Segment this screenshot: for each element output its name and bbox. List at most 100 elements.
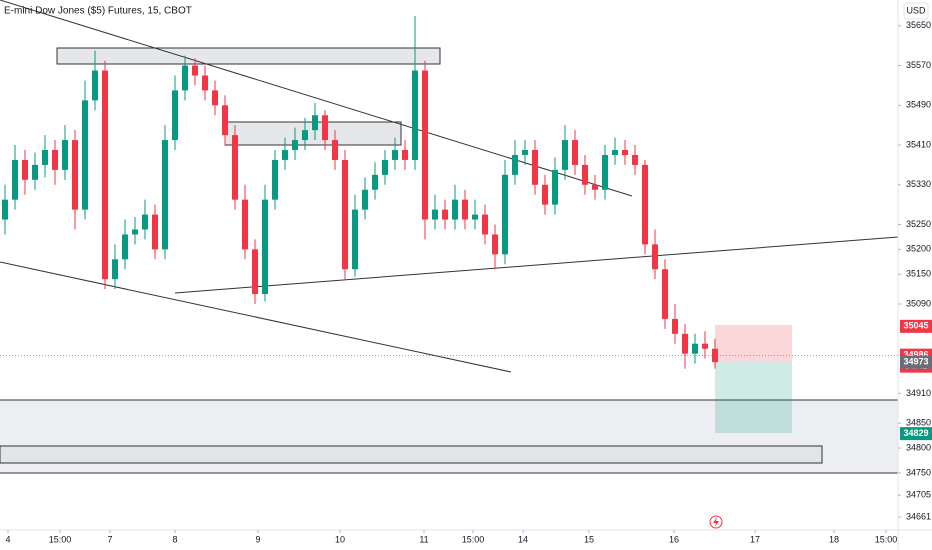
x-tick-label: 8: [172, 534, 177, 544]
y-tick-label: 34750: [906, 467, 931, 477]
currency-button[interactable]: [903, 2, 929, 20]
zone-box: [0, 445, 823, 464]
candle-body: [202, 75, 208, 91]
candle-body: [282, 150, 288, 160]
y-tick-label: 34661: [906, 511, 931, 521]
candle-body: [122, 234, 128, 260]
x-tick-label: 15:00: [49, 534, 72, 544]
candle-body: [692, 343, 698, 354]
y-tick-label: 35150: [906, 269, 931, 279]
candle-body: [232, 135, 238, 200]
candle-body: [82, 100, 88, 210]
x-tick-label: 11: [419, 534, 428, 544]
y-tick-label: 35650: [906, 20, 931, 30]
candle-body: [362, 189, 368, 210]
candle-body: [652, 244, 658, 270]
price-tag: [900, 427, 932, 441]
y-tick-label: 34705: [906, 490, 931, 500]
candle-body: [502, 174, 508, 255]
y-tick-label: 34910: [906, 388, 931, 398]
candle-body: [242, 199, 248, 250]
candle-body: [482, 214, 488, 235]
x-tick-label: 10: [335, 534, 345, 544]
candle-body: [412, 70, 418, 160]
candle-body: [92, 70, 98, 101]
candle-body: [182, 65, 188, 91]
candle-body: [372, 174, 378, 190]
x-tick-label: 16: [669, 534, 679, 544]
candle-body: [452, 199, 458, 220]
candle-body: [402, 150, 408, 160]
candle-body: [42, 150, 48, 165]
candle-body: [62, 140, 68, 170]
candle-body: [672, 318, 678, 334]
x-tick-label: 9: [255, 534, 260, 544]
candle-body: [552, 169, 558, 205]
x-tick-label: 4: [5, 534, 10, 544]
x-tick-label: 15: [584, 534, 594, 544]
candle-body: [32, 164, 38, 180]
candle-body: [632, 154, 638, 165]
candle-body: [142, 214, 148, 230]
candle-body: [612, 150, 618, 155]
candle-body: [602, 154, 608, 190]
candle-body: [622, 150, 628, 155]
candle-body: [702, 343, 708, 349]
y-tick-label: 35250: [906, 219, 931, 229]
candle-body: [162, 140, 168, 250]
trendline: [0, 261, 512, 373]
candle-body: [342, 159, 348, 270]
candle-body: [102, 70, 108, 280]
candle-body: [262, 199, 268, 295]
candle-body: [12, 159, 18, 200]
candle-body: [302, 130, 308, 141]
y-tick-label: 35490: [906, 100, 931, 110]
candle-body: [462, 199, 468, 220]
candle-body: [312, 115, 318, 131]
currency: USD: [906, 5, 926, 15]
candle-body: [512, 154, 518, 175]
candle-body: [192, 65, 198, 76]
candle-body: [212, 90, 218, 106]
x-tick-label: 15:00: [462, 534, 485, 544]
stop-zone: [715, 325, 792, 361]
event-icon[interactable]: [709, 515, 723, 529]
price-tag-label: 34986: [903, 350, 928, 360]
candle-body: [72, 140, 78, 210]
y-tick-label: 34800: [906, 442, 931, 452]
x-tick-label: 18: [829, 534, 839, 544]
candle-body: [172, 90, 178, 141]
price-tag-label: 35045: [903, 321, 928, 331]
y-tick-label: 34850: [906, 418, 931, 428]
candle-body: [592, 184, 598, 190]
x-tick-label: 7: [107, 534, 112, 544]
x-tick-label: 17: [750, 534, 760, 544]
y-tick-label: 35090: [906, 298, 931, 308]
candle-body: [332, 140, 338, 160]
price-tag: [900, 355, 932, 369]
zone-box: [56, 47, 441, 65]
trendline: [0, 0, 633, 197]
candle-body: [572, 140, 578, 165]
trendline: [174, 236, 899, 294]
y-tick-label: 35410: [906, 139, 931, 149]
y-tick-label: 35330: [906, 179, 931, 189]
candle-body: [22, 159, 28, 180]
candle-body: [562, 140, 568, 170]
candle-body: [582, 164, 588, 185]
candle-body: [682, 333, 688, 354]
candle-body: [542, 184, 548, 205]
candle-body: [52, 150, 58, 170]
candle-body: [292, 140, 298, 151]
candle-body: [472, 214, 478, 220]
candle-body: [532, 150, 538, 185]
price-tag: [900, 319, 932, 333]
x-tick-label: 15:00: [875, 534, 898, 544]
candle-body: [352, 209, 358, 270]
x-tick-label: 14: [518, 534, 528, 544]
candle-body: [272, 159, 278, 200]
chart-title: E-mini Dow Jones ($5) Futures, 15, CBOT: [4, 6, 192, 17]
candle-body: [442, 209, 448, 220]
candles: [2, 15, 718, 369]
